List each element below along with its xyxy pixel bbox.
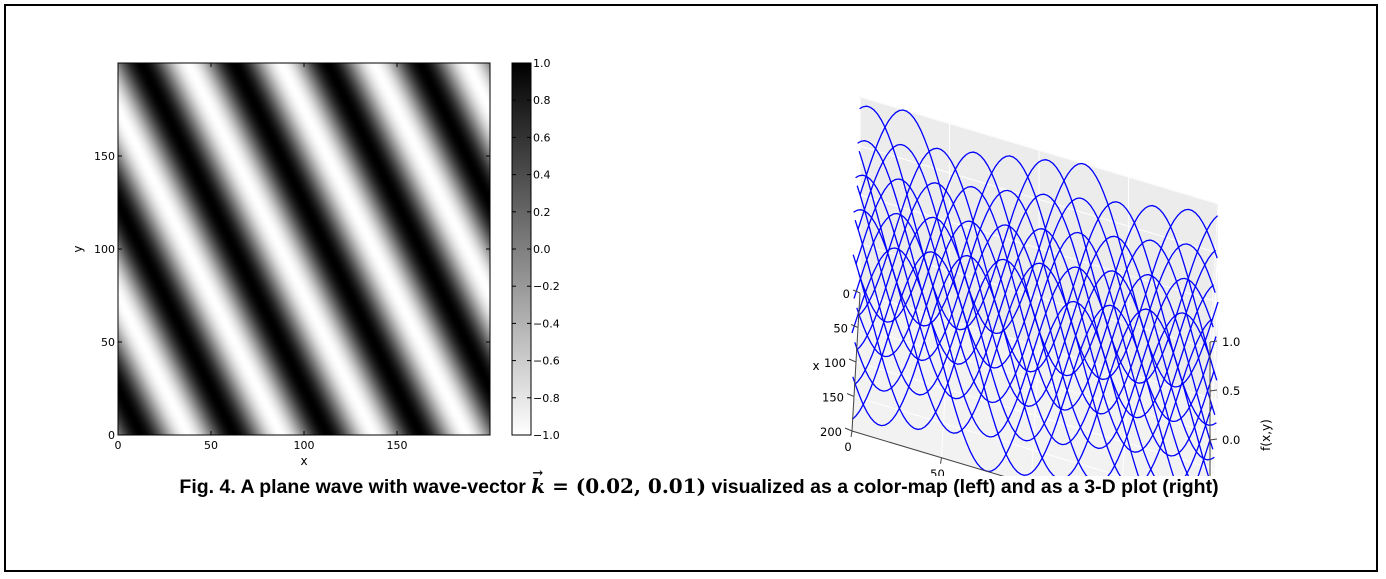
wave-curve [856,185,1216,415]
z-tick-mark [1209,340,1218,343]
x-tick-mark [852,289,861,294]
y-axis-label: y [71,245,85,252]
caption-vector-value: = (0.02, 0.01) [552,474,707,498]
x-tick-label: 200 [820,425,842,439]
z-tick-mark [1209,438,1218,441]
z-tick-label: 0.5 [1222,384,1240,398]
x-tick-mark [850,324,859,328]
z-tick-label: 0.0 [1222,433,1240,447]
figure-caption: Fig. 4. A plane wave with wave-vector k … [26,459,1372,502]
colorbar-tick-label: 0.4 [533,169,551,182]
x-tick-label: 150 [387,439,408,452]
wave-curve [855,182,1215,461]
wave-curve [854,220,1214,450]
colorbar-tick-label: −0.4 [533,317,560,330]
colorbar-tick-label: 0.0 [533,243,551,256]
caption-equation: k = (0.02, 0.01) [531,459,707,501]
grid-line [855,361,1215,470]
x-axis-label: x [300,454,307,468]
colormap-image [118,63,490,435]
figure-frame: 0 50 100 150 0 50 100 150 x y 1.0 0.8 0.6 0.4 0.2 0.0 −0… [4,4,1378,572]
x-axis-label: x [812,359,819,373]
wave-curve [855,174,1215,453]
colorbar-tick-label: 1.0 [533,57,551,70]
caption-vector-symbol: k [531,459,545,501]
y-tick-mark [850,430,853,438]
colorbar-tick-label: −0.6 [533,355,560,368]
y-tick-label: 0 [108,429,115,442]
colorbar-tick-label: −0.2 [533,280,560,293]
y-tick-label: 50 [930,467,945,476]
x-tick-mark [846,393,855,397]
wave-curve [857,147,1217,426]
grid-line [859,243,1219,476]
y-tick-label: 100 [94,243,115,256]
y-tick-label: 50 [101,336,115,349]
x-tick-mark [844,427,853,432]
wave-curve [857,143,1217,423]
wave-curve [853,216,1190,476]
x-tick-mark [848,358,857,363]
y-tick-label: 0 [844,440,851,454]
colorbar-tick-label: −1.0 [533,429,560,442]
colorbar-tick-label: 0.2 [533,206,551,219]
y-axis-line [851,430,1005,476]
wave-curve [859,105,1219,384]
z-tick-label: 1.0 [1222,335,1240,349]
surface-3d-plot: 050100150200x050100150200y1.00.50.0−0.5−… [812,96,1273,476]
colorbar-tick-label: 0.6 [533,131,551,144]
colorbar-tick-label: −0.8 [533,392,560,405]
colorbar-tick-label: 0.8 [533,94,551,107]
caption-suffix: visualized as a color-map (left) and as … [711,476,1219,498]
x-tick-label: 50 [833,322,848,336]
x-tick-label: 50 [204,439,218,452]
x-tick-label: 100 [294,439,315,452]
wave-curve [859,109,1219,388]
wave-curve [857,140,1217,419]
y-tick-mark [940,457,942,464]
x-tick-label: 0 [843,287,850,301]
y-tick-label: 150 [94,150,115,163]
wave-curve [851,251,1175,476]
caption-prefix: Fig. 4. A plane wave with wave-vector [179,476,526,498]
z-tick-mark [1209,389,1218,392]
x-tick-label: 100 [824,356,846,370]
z-axis-label: f(x,y) [1259,419,1273,451]
x-tick-label: 0 [115,439,122,452]
wave-curve [858,151,1218,381]
wave-curve [858,151,1218,381]
wave-curve [853,209,1213,476]
wave-curve [856,185,1216,415]
x-tick-label: 150 [822,391,844,405]
grid-line [853,396,1122,476]
colormap-plot: 0 50 100 150 0 50 100 150 x y 1.0 0.8 0.6 0.4 0.2 0.0 −0… [71,57,560,468]
grid-line [859,96,1219,343]
